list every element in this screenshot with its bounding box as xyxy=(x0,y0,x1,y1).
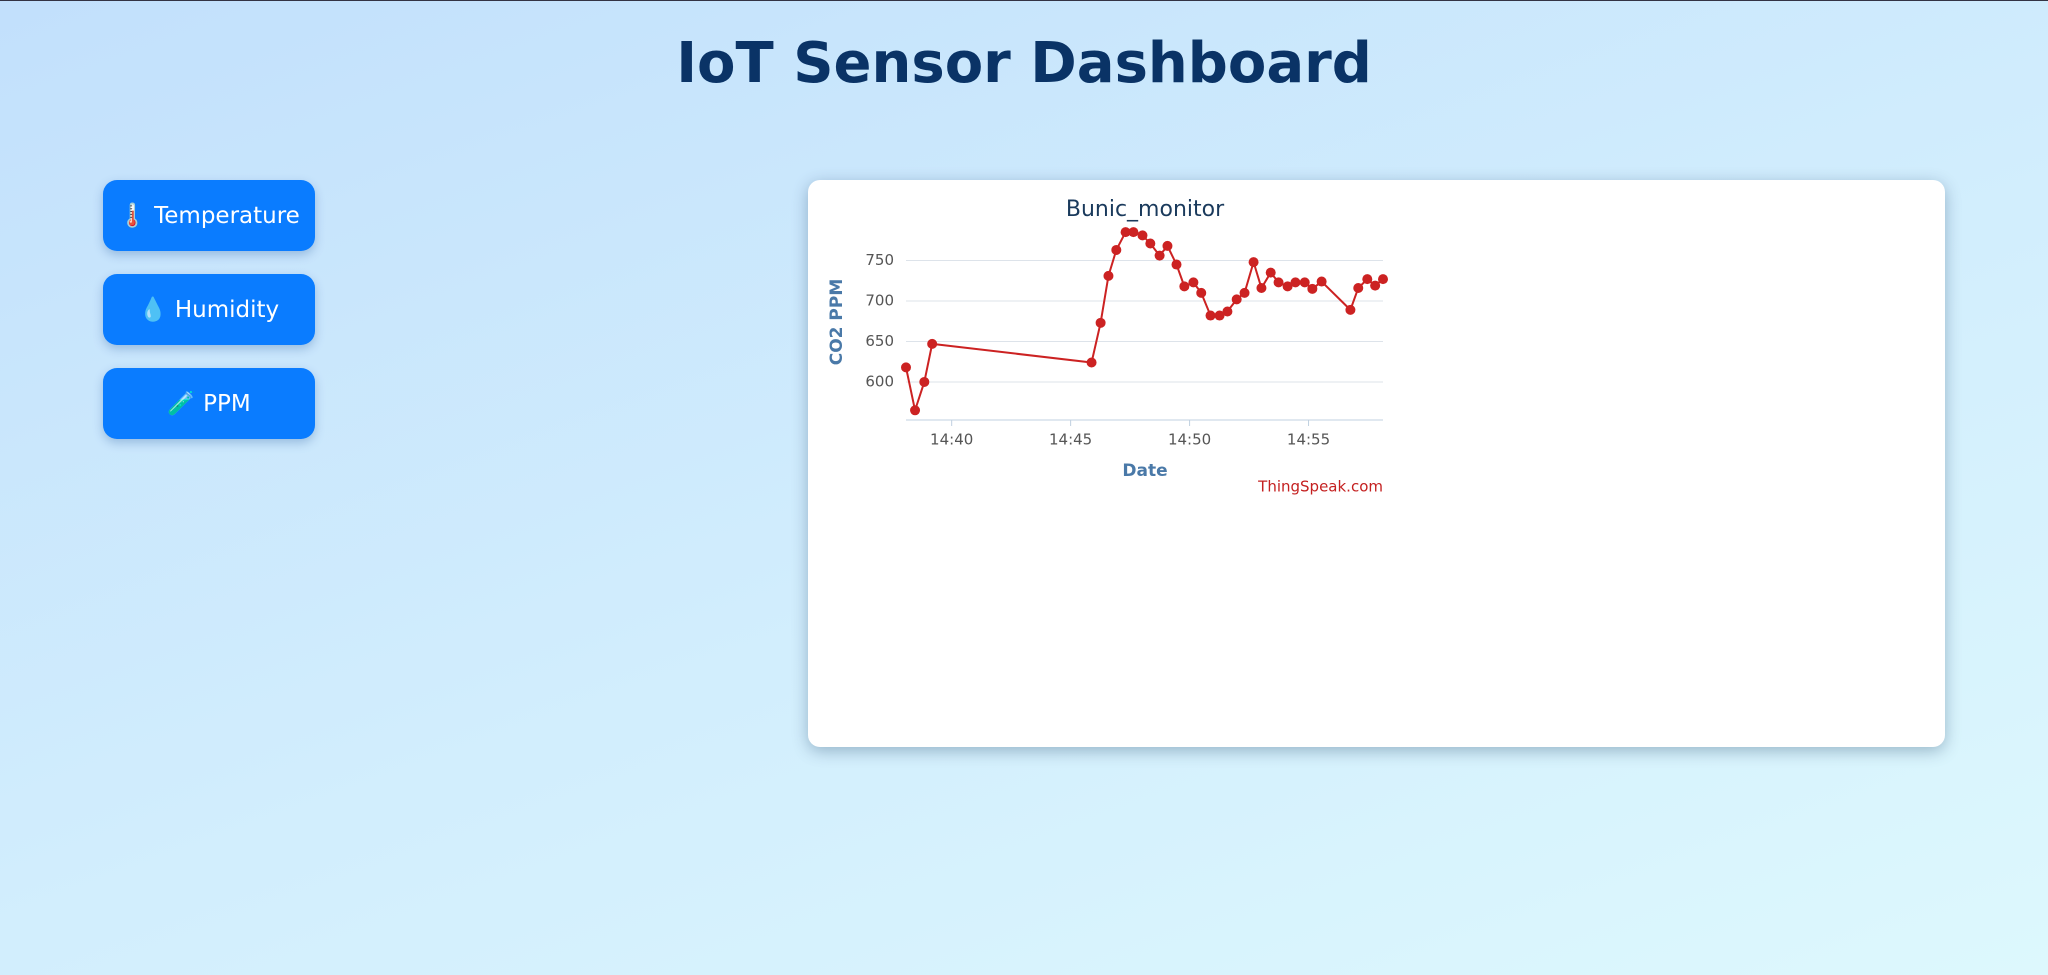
x-tick-label: 14:50 xyxy=(1168,431,1211,449)
data-point xyxy=(1179,281,1190,292)
data-point xyxy=(1145,238,1156,249)
x-tick-label: 14:40 xyxy=(930,431,973,449)
data-point xyxy=(1111,244,1122,255)
chart-card: Bunic_monitor CO2 PPM Date ThingSpeak.co… xyxy=(808,180,1945,747)
data-point xyxy=(1103,270,1114,281)
data-point xyxy=(1162,240,1173,251)
y-axis-title: CO2 PPM xyxy=(827,279,847,366)
credit: ThingSpeak.com xyxy=(1257,478,1383,496)
temperature-button[interactable]: 🌡️ Temperature xyxy=(103,180,315,251)
data-point xyxy=(1231,294,1242,305)
data-point xyxy=(1370,280,1381,291)
data-point xyxy=(1214,310,1225,321)
data-point xyxy=(1205,310,1216,321)
data-point xyxy=(1137,230,1148,241)
data-point xyxy=(1273,277,1284,288)
data-point xyxy=(1095,317,1106,328)
data-point xyxy=(1154,250,1165,261)
data-point xyxy=(1196,287,1207,298)
data-point xyxy=(927,338,938,349)
data-point xyxy=(1307,283,1318,294)
data-point xyxy=(1378,274,1388,285)
chart: Bunic_monitor CO2 PPM Date ThingSpeak.co… xyxy=(827,197,1388,496)
data-point xyxy=(919,376,930,387)
data-point xyxy=(1120,227,1131,238)
humidity-button[interactable]: 💧 Humidity xyxy=(103,274,315,345)
y-tick-label: 700 xyxy=(865,291,894,309)
ppm-button[interactable]: 🧪 PPM xyxy=(103,368,315,439)
y-tick-label: 600 xyxy=(865,372,894,390)
data-line xyxy=(905,231,1384,415)
data-point xyxy=(1239,287,1250,298)
page-title: IoT Sensor Dashboard xyxy=(676,31,1372,96)
chart-title: Bunic_monitor xyxy=(1066,197,1225,222)
data-point xyxy=(1256,283,1267,294)
data-point xyxy=(1222,306,1233,317)
data-point xyxy=(1316,276,1327,287)
x-axis-title: Date xyxy=(1122,461,1167,481)
data-point xyxy=(1353,283,1364,294)
x-tick-label: 14:55 xyxy=(1287,431,1330,449)
data-point xyxy=(1362,274,1373,285)
data-point xyxy=(910,405,921,416)
y-tick-label: 650 xyxy=(865,332,894,350)
data-point xyxy=(901,362,911,373)
data-point xyxy=(1265,267,1276,278)
data-point xyxy=(1171,259,1182,270)
data-point xyxy=(1290,277,1301,288)
data-point xyxy=(1188,277,1199,288)
data-point xyxy=(1248,257,1259,268)
data-point xyxy=(1086,357,1097,368)
data-point xyxy=(1299,277,1310,288)
data-point xyxy=(1128,227,1139,238)
y-tick-label: 750 xyxy=(865,251,894,269)
data-point xyxy=(1282,281,1293,292)
x-tick-label: 14:45 xyxy=(1049,431,1092,449)
data-point xyxy=(1345,304,1356,315)
